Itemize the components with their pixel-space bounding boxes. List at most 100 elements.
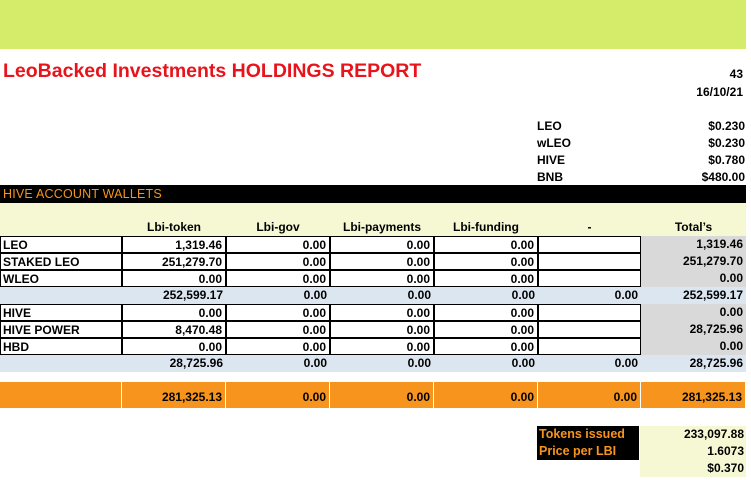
table-cell: 251,279.70 (641, 253, 746, 270)
leo-subtotal-row: 252,599.17 0.00 0.00 0.00 0.00 252,599.17 (0, 287, 746, 304)
table-cell: 0.00 (641, 270, 746, 287)
table-cell (538, 236, 641, 253)
total-cell: 0.00 (226, 355, 330, 372)
price-per-lbi-value: 1.6073 (640, 443, 746, 460)
table-cell: 0.00 (122, 338, 226, 355)
table-cell: 0.00 (641, 338, 746, 355)
column-header: Lbi-payments (342, 220, 421, 234)
table-cell (538, 270, 641, 287)
price-row-bnb: BNB $480.00 (537, 169, 745, 186)
table-cell: 0.00 (434, 321, 538, 338)
total-cell: 252,599.17 (641, 287, 746, 304)
top-banner (0, 0, 746, 49)
price-token: wLEO (537, 136, 572, 150)
column-header (0, 219, 122, 236)
total-cell: 252,599.17 (122, 287, 226, 304)
table-cell: 251,279.70 (122, 253, 226, 270)
table-cell: 0.00 (122, 304, 226, 321)
table-cell: 0.00 (434, 338, 538, 355)
total-cell: 28,725.96 (641, 355, 746, 372)
table-row: HIVE 0.00 0.00 0.00 0.00 0.00 (0, 304, 746, 321)
grand-total-row: 281,325.13 0.00 0.00 0.00 0.00 281,325.13 (0, 382, 746, 408)
price-row-leo: LEO $0.230 (537, 118, 745, 135)
table-cell: 0.00 (330, 270, 434, 287)
leo-row-label: STAKED LEO (0, 253, 122, 270)
hive-row-label: HIVE (0, 304, 122, 321)
table-cell: 0.00 (330, 338, 434, 355)
table-cell: 0.00 (330, 321, 434, 338)
total-cell: 0.00 (330, 287, 434, 304)
table-cell: 0.00 (434, 270, 538, 287)
table-cell: 0.00 (330, 304, 434, 321)
table-cell: 0.00 (434, 236, 538, 253)
grand-total-cell: 281,325.13 (641, 382, 746, 408)
column-header: Total’s (674, 220, 713, 234)
price-token: HIVE (537, 153, 566, 167)
total-cell: 0.00 (226, 287, 330, 304)
hive-subtotal-row: 28,725.96 0.00 0.00 0.00 0.00 28,725.96 (0, 355, 746, 372)
column-header: Lbi-token (147, 220, 201, 234)
table-cell (538, 253, 641, 270)
table-cell: 0.00 (226, 338, 330, 355)
table-cell: 1,319.46 (641, 236, 746, 253)
table-cell: 0.00 (226, 236, 330, 253)
price-per-lbi-label: Price per LBI (537, 443, 639, 460)
table-cell: 0.00 (330, 253, 434, 270)
column-header: - (587, 220, 592, 234)
price-usd-value: $0.370 (640, 460, 746, 477)
report-title: LeoBacked Investments HOLDINGS REPORT (3, 60, 422, 82)
report-date: 16/10/21 (696, 85, 743, 99)
table-cell (538, 338, 641, 355)
column-header: Lbi-gov (256, 220, 300, 234)
report-number: 43 (729, 67, 743, 81)
table-row: LEO 1,319.46 0.00 0.00 0.00 1,319.46 (0, 236, 746, 253)
total-cell: 0.00 (330, 355, 434, 372)
hive-row-label: HIVE POWER (0, 321, 122, 338)
price-list: LEO $0.230 wLEO $0.230 HIVE $0.780 BNB $… (537, 118, 745, 186)
table-cell: 0.00 (122, 270, 226, 287)
total-cell: 0.00 (434, 355, 538, 372)
table-cell (538, 321, 641, 338)
leo-row-label: WLEO (0, 270, 122, 287)
price-value: $480.00 (701, 170, 745, 184)
tokens-issued-value: 233,097.88 (640, 426, 746, 443)
price-value: $0.230 (708, 136, 745, 150)
price-token: LEO (537, 119, 562, 133)
column-header: Lbi-funding (453, 220, 519, 234)
table-cell: 0.00 (226, 270, 330, 287)
table-cell: 0.00 (330, 236, 434, 253)
grand-total-cell: 0.00 (434, 382, 538, 408)
grand-total-cell: 281,325.13 (122, 382, 226, 408)
price-value: $0.230 (708, 119, 745, 133)
price-value: $0.780 (708, 153, 745, 167)
table-cell: 0.00 (641, 304, 746, 321)
table-cell: 0.00 (434, 253, 538, 270)
price-row-hive: HIVE $0.780 (537, 152, 745, 169)
table-cell (538, 304, 641, 321)
table-cell: 0.00 (434, 304, 538, 321)
tokens-issued-label: Tokens issued (537, 426, 639, 443)
table-row: STAKED LEO 251,279.70 0.00 0.00 0.00 251,279.… (0, 253, 746, 270)
total-cell: 0.00 (538, 355, 641, 372)
table-cell: 0.00 (226, 304, 330, 321)
table-header-band (0, 203, 746, 236)
table-cell: 0.00 (226, 253, 330, 270)
table-cell: 8,470.48 (122, 321, 226, 338)
table-row: HIVE POWER 8,470.48 0.00 0.00 0.00 28,725.96 (0, 321, 746, 338)
price-row-wleo: wLEO $0.230 (537, 135, 745, 152)
grand-total-cell: 0.00 (226, 382, 330, 408)
grand-total-spacer (0, 382, 122, 408)
leo-row-label: LEO (0, 236, 122, 253)
total-cell: 0.00 (538, 287, 641, 304)
section-header: HIVE ACCOUNT WALLETS (0, 185, 746, 203)
table-cell: 28,725.96 (641, 321, 746, 338)
grand-total-cell: 0.00 (330, 382, 434, 408)
table-row: WLEO 0.00 0.00 0.00 0.00 0.00 (0, 270, 746, 287)
total-cell: 28,725.96 (122, 355, 226, 372)
table-row: HBD 0.00 0.00 0.00 0.00 0.00 (0, 338, 746, 355)
grand-total-cell: 0.00 (538, 382, 641, 408)
table-cell: 0.00 (226, 321, 330, 338)
hive-row-label: HBD (0, 338, 122, 355)
table-cell: 1,319.46 (122, 236, 226, 253)
total-cell: 0.00 (434, 287, 538, 304)
